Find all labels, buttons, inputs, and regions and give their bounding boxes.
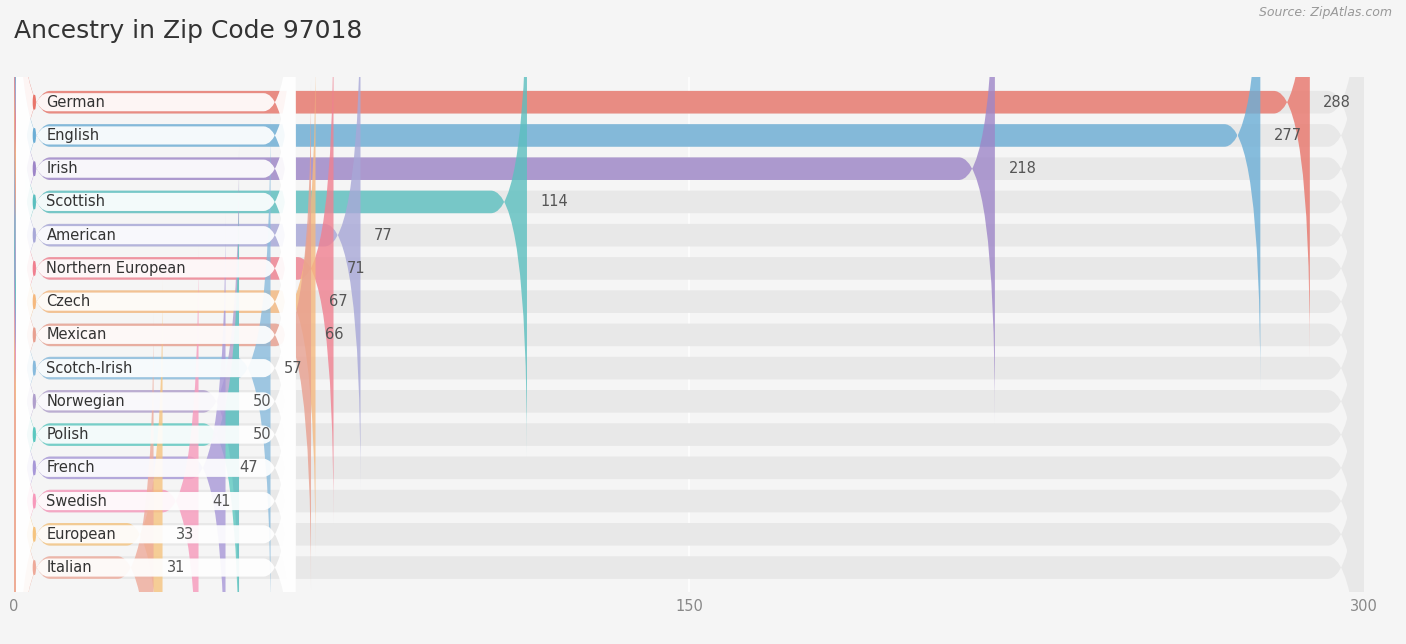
FancyBboxPatch shape: [14, 0, 1364, 423]
Circle shape: [34, 561, 35, 574]
FancyBboxPatch shape: [17, 45, 295, 492]
FancyBboxPatch shape: [14, 80, 1364, 589]
Text: 218: 218: [1008, 161, 1036, 176]
FancyBboxPatch shape: [17, 310, 295, 644]
Circle shape: [34, 295, 35, 308]
FancyBboxPatch shape: [14, 279, 163, 644]
Circle shape: [34, 95, 35, 109]
FancyBboxPatch shape: [14, 247, 1364, 644]
FancyBboxPatch shape: [14, 14, 333, 523]
Text: 67: 67: [329, 294, 347, 309]
Text: 277: 277: [1274, 128, 1302, 143]
FancyBboxPatch shape: [14, 0, 360, 490]
Text: Czech: Czech: [46, 294, 91, 309]
Circle shape: [34, 129, 35, 142]
FancyBboxPatch shape: [14, 213, 1364, 644]
Text: 288: 288: [1323, 95, 1351, 109]
Text: Mexican: Mexican: [46, 327, 107, 343]
FancyBboxPatch shape: [17, 0, 295, 426]
FancyBboxPatch shape: [17, 78, 295, 526]
FancyBboxPatch shape: [17, 211, 295, 644]
FancyBboxPatch shape: [14, 279, 1364, 644]
FancyBboxPatch shape: [14, 113, 270, 623]
Text: Northern European: Northern European: [46, 261, 186, 276]
Text: Source: ZipAtlas.com: Source: ZipAtlas.com: [1258, 6, 1392, 19]
Text: 66: 66: [325, 327, 343, 343]
FancyBboxPatch shape: [14, 0, 527, 457]
Text: French: French: [46, 460, 96, 475]
FancyBboxPatch shape: [14, 0, 1310, 357]
FancyBboxPatch shape: [17, 178, 295, 625]
Text: Polish: Polish: [46, 427, 89, 442]
FancyBboxPatch shape: [14, 80, 311, 589]
FancyBboxPatch shape: [17, 0, 295, 392]
Text: Norwegian: Norwegian: [46, 394, 125, 409]
Circle shape: [34, 361, 35, 375]
FancyBboxPatch shape: [14, 313, 153, 644]
Circle shape: [34, 494, 35, 508]
Circle shape: [34, 328, 35, 342]
FancyBboxPatch shape: [14, 0, 1364, 457]
FancyBboxPatch shape: [14, 0, 995, 423]
Text: European: European: [46, 527, 117, 542]
Text: 31: 31: [167, 560, 186, 575]
FancyBboxPatch shape: [14, 47, 315, 556]
FancyBboxPatch shape: [17, 144, 295, 592]
Text: Irish: Irish: [46, 161, 79, 176]
Text: Ancestry in Zip Code 97018: Ancestry in Zip Code 97018: [14, 19, 363, 43]
Circle shape: [34, 195, 35, 209]
FancyBboxPatch shape: [17, 111, 295, 558]
FancyBboxPatch shape: [14, 147, 239, 644]
FancyBboxPatch shape: [14, 113, 1364, 623]
FancyBboxPatch shape: [14, 0, 1364, 390]
FancyBboxPatch shape: [17, 12, 295, 459]
Text: Scotch-Irish: Scotch-Irish: [46, 361, 132, 375]
Circle shape: [34, 428, 35, 442]
FancyBboxPatch shape: [14, 247, 198, 644]
FancyBboxPatch shape: [14, 0, 1260, 390]
Text: 50: 50: [253, 394, 271, 409]
FancyBboxPatch shape: [14, 0, 1364, 357]
FancyBboxPatch shape: [17, 244, 295, 644]
Circle shape: [34, 527, 35, 541]
Text: 77: 77: [374, 228, 392, 243]
FancyBboxPatch shape: [14, 0, 1364, 490]
Text: 57: 57: [284, 361, 302, 375]
Circle shape: [34, 261, 35, 275]
FancyBboxPatch shape: [14, 213, 225, 644]
Text: English: English: [46, 128, 100, 143]
Text: 114: 114: [540, 194, 568, 209]
FancyBboxPatch shape: [14, 47, 1364, 556]
Circle shape: [34, 228, 35, 242]
FancyBboxPatch shape: [14, 147, 1364, 644]
Circle shape: [34, 461, 35, 475]
FancyBboxPatch shape: [14, 313, 1364, 644]
Circle shape: [34, 162, 35, 176]
Text: 50: 50: [253, 427, 271, 442]
Text: 47: 47: [239, 460, 257, 475]
Text: Scottish: Scottish: [46, 194, 105, 209]
FancyBboxPatch shape: [17, 344, 295, 644]
FancyBboxPatch shape: [17, 0, 295, 359]
FancyBboxPatch shape: [17, 278, 295, 644]
FancyBboxPatch shape: [17, 0, 295, 326]
Text: American: American: [46, 228, 117, 243]
FancyBboxPatch shape: [14, 14, 1364, 523]
Text: 71: 71: [347, 261, 366, 276]
Text: Swedish: Swedish: [46, 493, 107, 509]
Text: Italian: Italian: [46, 560, 93, 575]
Text: 41: 41: [212, 493, 231, 509]
FancyBboxPatch shape: [14, 180, 239, 644]
Circle shape: [34, 395, 35, 408]
FancyBboxPatch shape: [14, 180, 1364, 644]
Text: German: German: [46, 95, 105, 109]
Text: 33: 33: [176, 527, 194, 542]
